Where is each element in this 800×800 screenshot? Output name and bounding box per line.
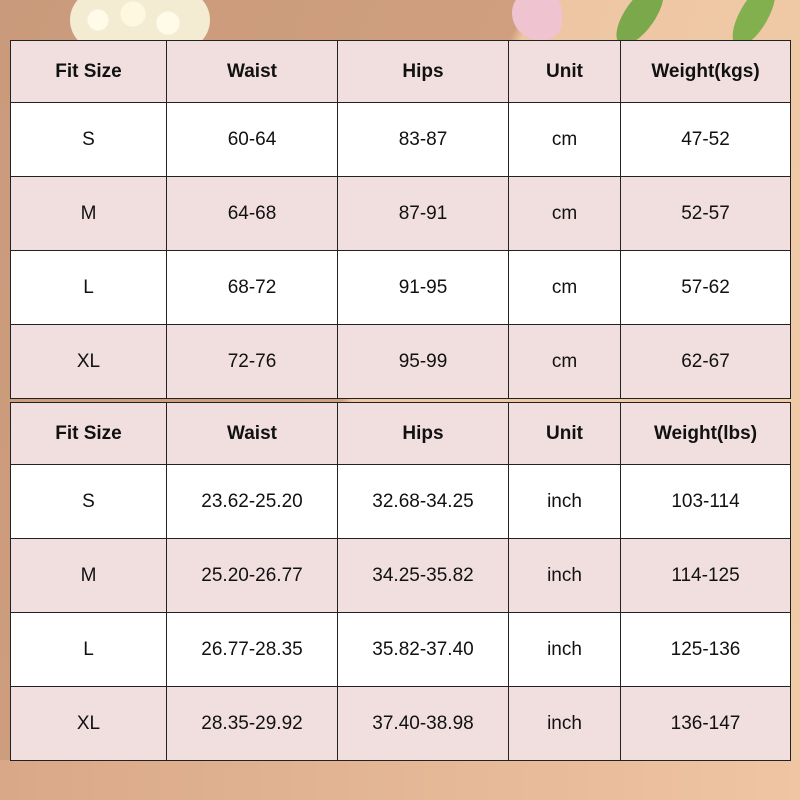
table-cell: cm — [508, 176, 621, 251]
column-header: Unit — [508, 40, 621, 103]
table-cell: 136-147 — [620, 686, 791, 761]
table-cell: 52-57 — [620, 176, 791, 251]
table-cell: XL — [10, 686, 167, 761]
table-cell: 91-95 — [337, 250, 509, 325]
table-cell: inch — [508, 612, 621, 687]
table-cell: 62-67 — [620, 324, 791, 399]
background-strip — [0, 760, 800, 800]
column-header: Unit — [508, 402, 621, 465]
table-cell: 68-72 — [166, 250, 338, 325]
column-header: Fit Size — [10, 402, 167, 465]
table-cell: cm — [508, 102, 621, 177]
table-row: L 26.77-28.35 35.82-37.40 inch 125-136 — [10, 612, 791, 687]
column-header: Hips — [337, 40, 509, 103]
table-cell: inch — [508, 686, 621, 761]
table-cell: 57-62 — [620, 250, 791, 325]
table-row: S 23.62-25.20 32.68-34.25 inch 103-114 — [10, 464, 791, 539]
table-cell: XL — [10, 324, 167, 399]
table-cell: 25.20-26.77 — [166, 538, 338, 613]
column-header: Weight(lbs) — [620, 402, 791, 465]
table-cell: 87-91 — [337, 176, 509, 251]
column-header: Waist — [166, 40, 338, 103]
table-cell: inch — [508, 464, 621, 539]
table-cell: 34.25-35.82 — [337, 538, 509, 613]
column-header: Hips — [337, 402, 509, 465]
table-cell: S — [10, 102, 167, 177]
table-cell: S — [10, 464, 167, 539]
table-cell: 125-136 — [620, 612, 791, 687]
table-row: M 25.20-26.77 34.25-35.82 inch 114-125 — [10, 538, 791, 613]
table-cell: M — [10, 176, 167, 251]
table-cell: 47-52 — [620, 102, 791, 177]
header-row: Fit Size Waist Hips Unit Weight(kgs) — [10, 40, 791, 103]
table-cell: cm — [508, 324, 621, 399]
table-row: XL 28.35-29.92 37.40-38.98 inch 136-147 — [10, 686, 791, 761]
table-row: S 60-64 83-87 cm 47-52 — [10, 102, 791, 177]
table-row: L 68-72 91-95 cm 57-62 — [10, 250, 791, 325]
table-cell: 60-64 — [166, 102, 338, 177]
table-cell: 32.68-34.25 — [337, 464, 509, 539]
column-header: Weight(kgs) — [620, 40, 791, 103]
table-cell: M — [10, 538, 167, 613]
table-cell: 37.40-38.98 — [337, 686, 509, 761]
table-cell: inch — [508, 538, 621, 613]
table-cell: 28.35-29.92 — [166, 686, 338, 761]
column-header: Fit Size — [10, 40, 167, 103]
table-cell: L — [10, 612, 167, 687]
table-cell: 103-114 — [620, 464, 791, 539]
table-cell: 23.62-25.20 — [166, 464, 338, 539]
table-row: XL 72-76 95-99 cm 62-67 — [10, 324, 791, 399]
table-cell: 114-125 — [620, 538, 791, 613]
table-cell: 35.82-37.40 — [337, 612, 509, 687]
table-row: M 64-68 87-91 cm 52-57 — [10, 176, 791, 251]
header-row: Fit Size Waist Hips Unit Weight(lbs) — [10, 402, 791, 465]
table-cell: 64-68 — [166, 176, 338, 251]
table-cell: 83-87 — [337, 102, 509, 177]
table-cell: 72-76 — [166, 324, 338, 399]
size-table-metric: Fit Size Waist Hips Unit Weight(kgs) S 60-64 83… — [10, 40, 791, 399]
table-cell: 95-99 — [337, 324, 509, 399]
column-header: Waist — [166, 402, 338, 465]
table-cell: L — [10, 250, 167, 325]
table-cell: cm — [508, 250, 621, 325]
tulip-decoration — [512, 0, 562, 40]
size-table-imperial: Fit Size Waist Hips Unit Weight(lbs) S 23.62-2… — [10, 402, 791, 761]
table-cell: 26.77-28.35 — [166, 612, 338, 687]
